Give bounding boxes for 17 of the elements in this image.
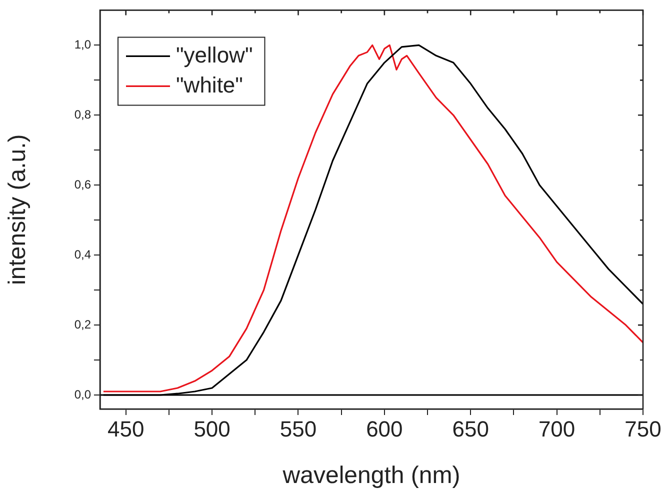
legend-label: "yellow"	[176, 42, 253, 68]
y-tick-label: 0,8	[74, 107, 92, 122]
x-tick-label: 650	[452, 416, 489, 442]
y-tick-label: 0,6	[74, 177, 92, 192]
x-tick-label: 750	[624, 416, 662, 442]
x-tick-label: 700	[538, 416, 576, 442]
y-axis-title: intensity (a.u.)	[4, 134, 32, 285]
y-tick-label: 1,0	[74, 37, 92, 52]
x-tick-label: 450	[108, 416, 144, 442]
y-tick-label: 0,4	[74, 247, 92, 262]
legend-label: "white"	[176, 72, 243, 98]
y-tick-label: 0,0	[74, 387, 92, 402]
x-tick-label: 600	[366, 416, 403, 442]
y-tick-label: 0,2	[74, 317, 92, 332]
x-tick-label: 550	[280, 416, 317, 442]
x-axis-title: wavelength (nm)	[282, 462, 460, 490]
x-tick-label: 500	[194, 416, 230, 442]
